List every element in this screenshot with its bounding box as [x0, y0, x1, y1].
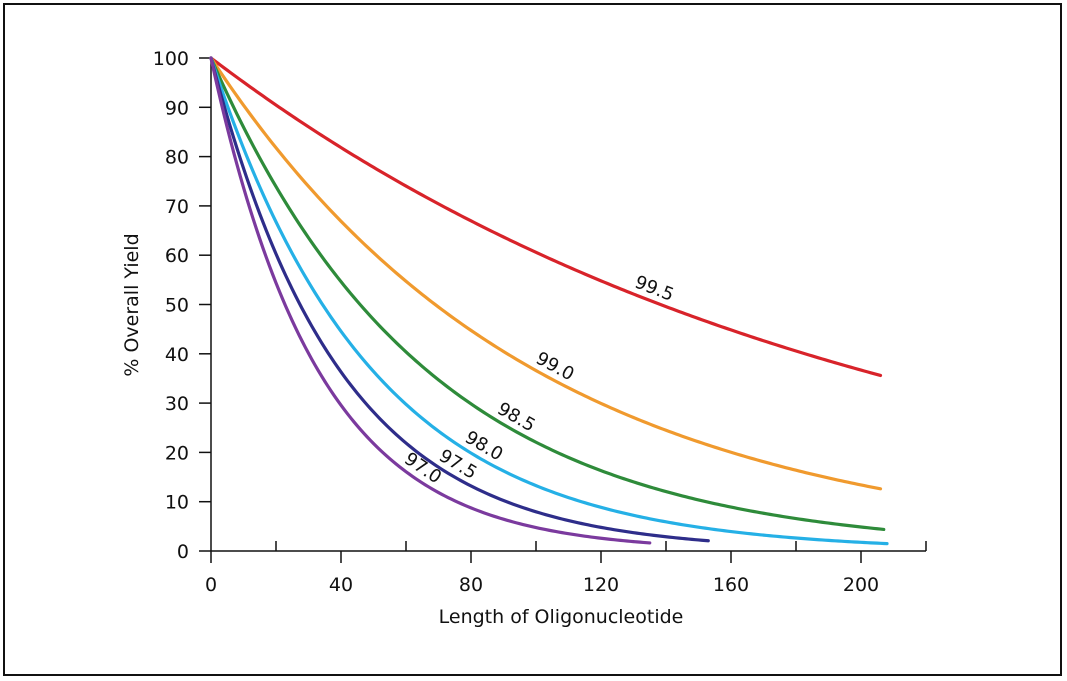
- yield-line-chart: 0 10 20 30 40 50 60 70 80 90 100 0 40 80 120 160 200 99.…: [121, 48, 927, 628]
- y-tick-label: 60: [165, 245, 189, 267]
- series-line-98.0: [209, 56, 889, 546]
- y-tick-label: 10: [165, 492, 189, 514]
- y-tick-label: 90: [165, 97, 189, 119]
- y-tick-label: 20: [165, 442, 189, 464]
- y-tick-label: 50: [165, 295, 189, 317]
- series-line-98.5: [209, 56, 886, 532]
- y-tick-label: 0: [177, 541, 189, 563]
- y-tick-label: 30: [165, 393, 189, 415]
- x-tick-label: 160: [713, 574, 749, 596]
- axes: 0 10 20 30 40 50 60 70 80 90 100 0 40 80 120 160 200: [153, 48, 927, 596]
- x-tick-label: 80: [459, 574, 483, 596]
- series-line-97.0: [209, 56, 652, 545]
- y-tick-label: 70: [165, 196, 189, 218]
- series-line-99.5: [209, 56, 883, 378]
- y-tick-label: 100: [153, 48, 189, 70]
- x-tick-label: 40: [329, 574, 353, 596]
- x-axis-title: Length of Oligonucleotide: [439, 606, 684, 628]
- y-tick-label: 40: [165, 344, 189, 366]
- curve-labels: 99.599.098.598.097.597.0: [400, 272, 676, 489]
- series-line-99.0: [209, 56, 883, 491]
- x-tick-label: 200: [843, 574, 879, 596]
- x-tick-label: 120: [583, 574, 619, 596]
- x-tick-label: 0: [205, 574, 217, 596]
- chart-frame: 0 10 20 30 40 50 60 70 80 90 100 0 40 80 120 160 200 99.…: [3, 3, 1062, 676]
- y-axis-title: % Overall Yield: [121, 233, 143, 376]
- series-group: [209, 56, 889, 546]
- y-tick-label: 80: [165, 147, 189, 169]
- series-line-97.5: [209, 56, 710, 543]
